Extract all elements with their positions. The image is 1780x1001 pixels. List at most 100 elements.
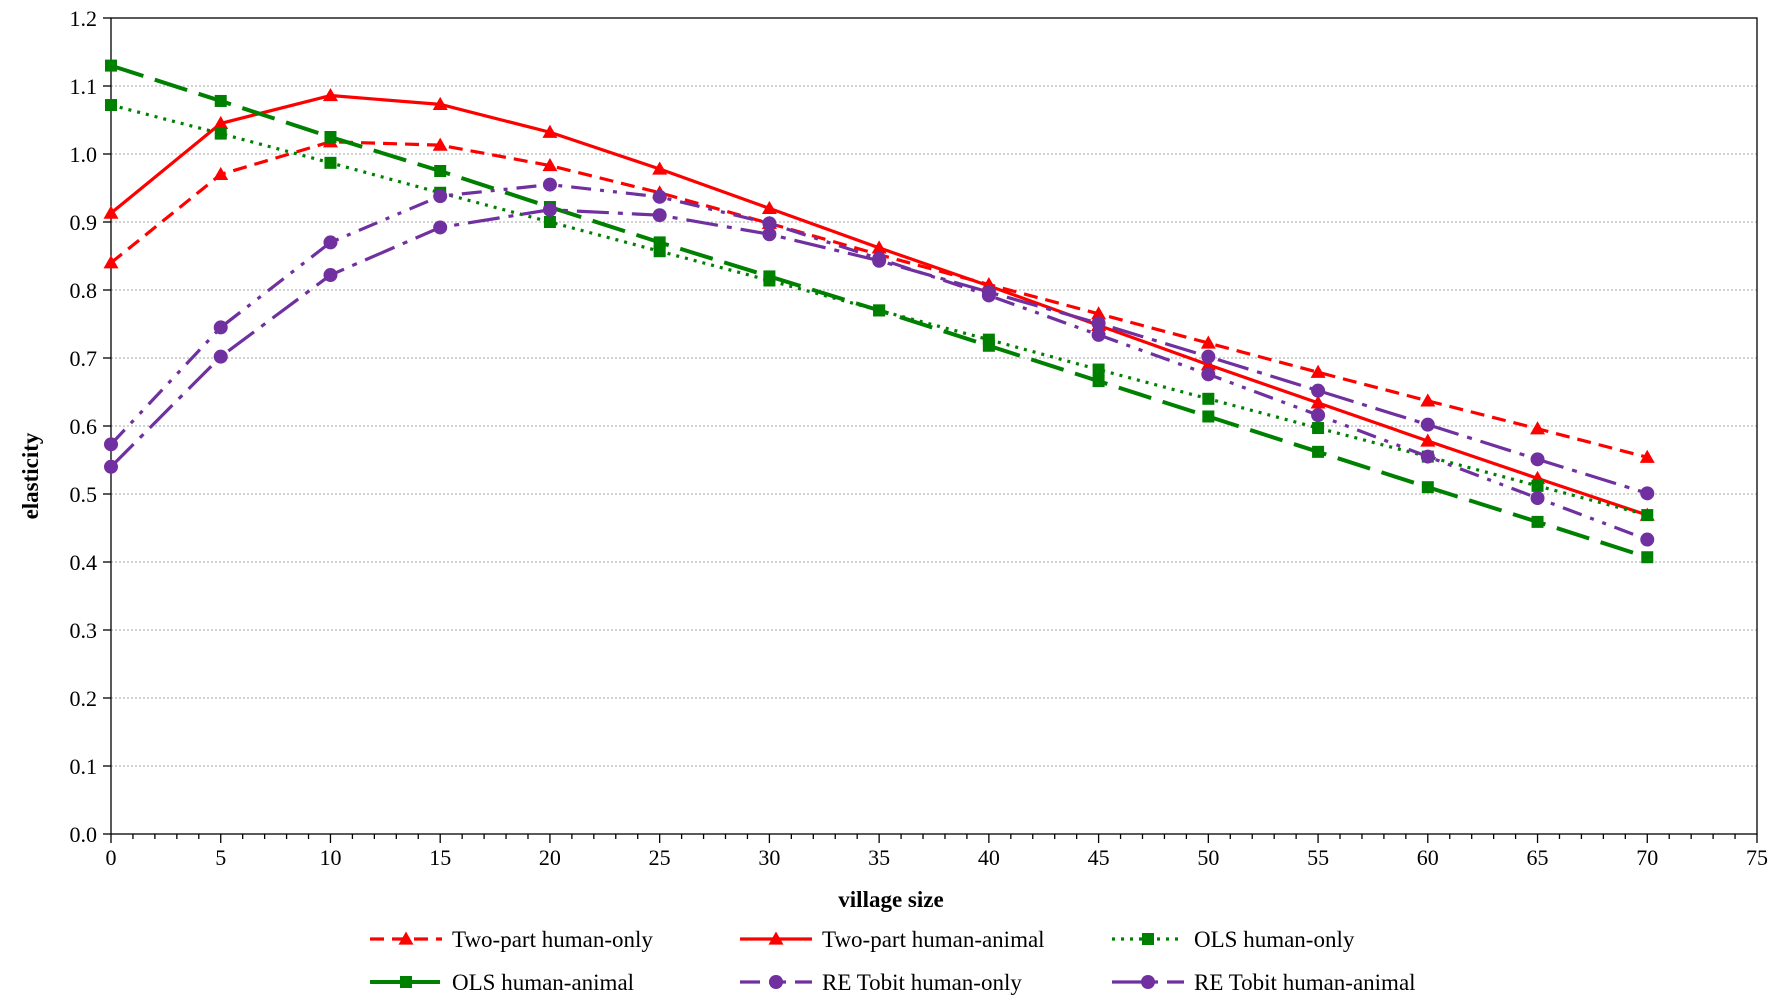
legend-item-re-tobit-human-animal: RE Tobit human-animal: [1112, 970, 1416, 995]
grid-layer: [111, 85, 1757, 767]
y-axis-title: elasticity: [18, 432, 43, 519]
data-point: [1312, 422, 1325, 435]
y-tick-label: 1.0: [70, 142, 98, 167]
legend-item-two-part-human-only: Two-part human-only: [370, 927, 653, 952]
legend-item-ols-human-only: OLS human-only: [1112, 927, 1355, 952]
legend-label: RE Tobit human-only: [822, 970, 1022, 995]
data-point: [1201, 349, 1216, 364]
series-line: [109, 140, 1648, 459]
labels-layer: village size elasticity: [18, 432, 944, 912]
x-tick-label: 25: [649, 845, 671, 870]
y-tick-label: 0.4: [70, 550, 98, 575]
data-point: [214, 127, 227, 140]
data-point: [873, 304, 886, 317]
y-tick-label: 0.0: [70, 822, 98, 847]
data-point: [872, 253, 887, 268]
data-point: [1312, 445, 1325, 458]
data-point: [1202, 392, 1215, 405]
y-tick-label: 0.7: [70, 346, 98, 371]
data-point: [1420, 449, 1435, 464]
data-point: [1421, 481, 1434, 494]
data-point: [105, 59, 117, 72]
data-point: [762, 227, 777, 242]
series-line: [109, 208, 1648, 495]
x-tick-label: 40: [978, 845, 1000, 870]
x-tick-label: 45: [1088, 845, 1110, 870]
data-point: [432, 137, 448, 151]
legend-swatch-marker: [769, 975, 783, 989]
y-tick-label: 0.5: [70, 482, 98, 507]
data-point: [1201, 367, 1216, 382]
data-point: [1091, 306, 1107, 320]
x-tick-label: 55: [1307, 845, 1329, 870]
data-point: [543, 216, 556, 228]
data-point: [653, 245, 666, 258]
legend-label: Two-part human-animal: [822, 927, 1045, 952]
legend-swatch-marker: [1142, 933, 1154, 945]
axes-layer: 0.0 0.1 0.2 0.3 0.4 0.5 0.6 0.7 0.8 0.9 1.0 1.1 1.2 0…: [70, 6, 1769, 870]
x-tick-label: 20: [539, 845, 561, 870]
y-tick-label: 0.6: [70, 414, 98, 439]
y-tick-label: 0.3: [70, 618, 98, 643]
data-point: [1530, 421, 1546, 435]
y-tick-label: 0.1: [70, 754, 98, 779]
series-re-tobit-human-animal: [104, 202, 1655, 501]
series-re-tobit-human-only: [104, 177, 1655, 547]
x-tick-label: 5: [215, 845, 226, 870]
y-tick-label: 1.1: [70, 74, 98, 99]
data-point: [1092, 375, 1105, 388]
data-point: [213, 115, 229, 130]
data-point: [653, 236, 666, 249]
data-point: [104, 437, 118, 452]
data-point: [761, 200, 777, 215]
data-point: [652, 208, 667, 223]
data-point: [324, 156, 337, 169]
data-point: [1310, 364, 1326, 378]
data-point: [1420, 417, 1435, 432]
x-tick-label: 30: [758, 845, 780, 870]
data-point: [322, 88, 338, 102]
plot-area-border: [110, 17, 1758, 835]
series-ols-human-animal: [105, 59, 1654, 564]
legend: Two-part human-only Two-part human-animal…: [370, 927, 1416, 995]
x-tick-label: 70: [1636, 845, 1658, 870]
data-point: [1091, 316, 1106, 331]
legend-label: RE Tobit human-animal: [1194, 970, 1416, 995]
x-tick-label: 60: [1417, 845, 1439, 870]
series-line: [110, 103, 1648, 517]
data-point: [1420, 433, 1436, 447]
data-point: [1311, 408, 1326, 423]
y-tick-label: 1.2: [70, 6, 98, 31]
x-tick-label: 75: [1746, 845, 1768, 870]
data-point: [1530, 452, 1545, 467]
data-point: [434, 165, 447, 177]
data-point: [1641, 509, 1654, 522]
data-point: [214, 94, 227, 107]
data-point: [433, 220, 448, 235]
data-point: [213, 166, 229, 181]
data-point: [103, 205, 119, 219]
data-point: [323, 268, 338, 283]
data-point: [762, 216, 777, 231]
legend-item-re-tobit-human-only: RE Tobit human-only: [740, 970, 1022, 995]
data-point: [103, 255, 119, 269]
data-point: [1091, 327, 1106, 342]
legend-swatch-marker: [768, 931, 784, 945]
data-point: [542, 177, 557, 192]
legend-swatch-marker: [1141, 975, 1155, 989]
data-point: [982, 339, 995, 352]
data-point: [213, 320, 228, 335]
series-layer: [103, 59, 1655, 564]
legend-swatch-marker: [398, 931, 414, 945]
data-point: [1639, 449, 1655, 463]
data-point: [652, 161, 668, 175]
y-tick-label: 0.2: [70, 686, 98, 711]
legend-label: Two-part human-only: [452, 927, 653, 952]
data-point: [1311, 383, 1326, 398]
legend-item-two-part-human-animal: Two-part human-animal: [740, 927, 1045, 952]
x-tick-label: 0: [106, 845, 117, 870]
data-point: [213, 349, 228, 364]
data-point: [433, 189, 448, 204]
data-point: [323, 235, 338, 250]
